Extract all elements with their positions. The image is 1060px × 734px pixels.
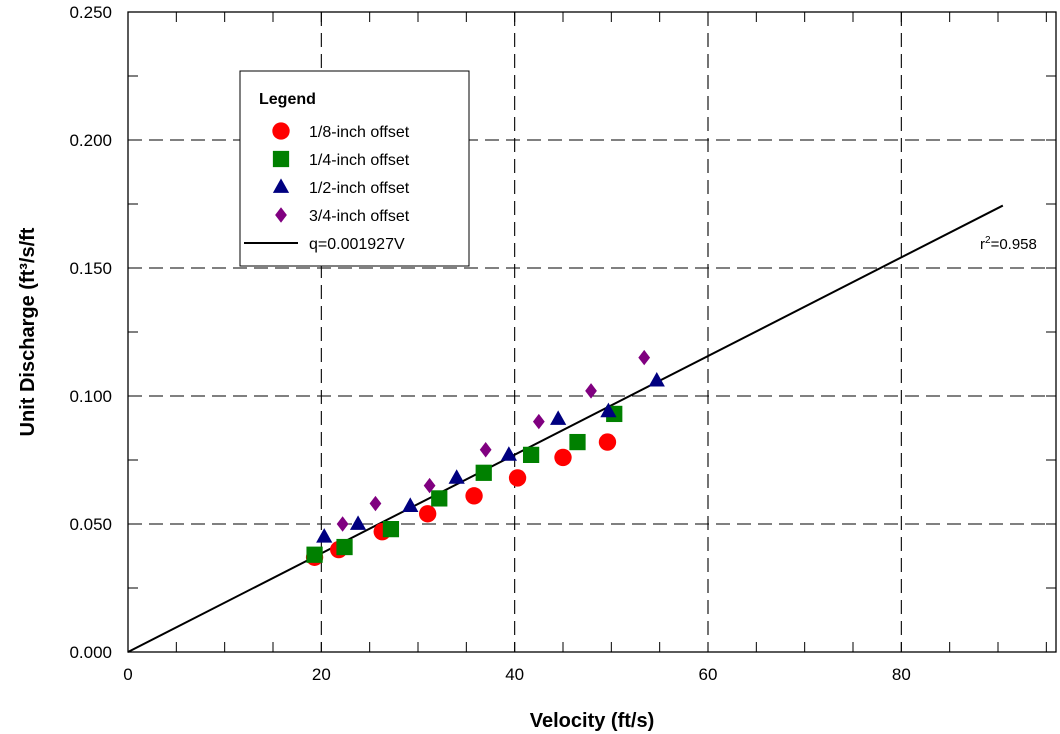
legend: Legend 1/8-inch offset 1/4-inch offset 1/2… [239,70,470,267]
diamond-point [532,413,545,430]
legend-entry-label: 3/4-inch offset [309,208,410,225]
square-point [522,446,540,463]
diamond-point [369,495,382,512]
square-point [336,538,353,556]
circle-point [554,448,572,467]
triangle-point [600,402,617,418]
legend-entries: 1/8-inch offset 1/4-inch offset 1/2-inch o… [244,122,410,253]
y-tick-label: 0.100 [69,387,112,406]
circle-point [418,505,437,523]
legend-circle-swatch [272,122,290,140]
legend-entry-label: 1/2-inch offset [309,180,410,197]
x-tick-label: 20 [312,665,331,684]
diamond-point [585,383,597,399]
triangle-point [500,446,517,461]
legend-square-swatch [272,150,290,168]
triangle-point [550,410,567,425]
y-tick-label: 0.150 [69,259,112,278]
x-axis-title: Velocity (ft/s) [530,710,654,732]
x-tick-label: 80 [892,665,911,684]
y-tick-label: 0.250 [69,3,112,22]
square-point [475,464,492,481]
diamond-point [479,442,492,458]
minor-ticks [128,12,1056,652]
x-tick-label: 60 [699,665,718,684]
fit-line [127,204,1004,653]
legend-box [239,70,470,267]
x-axis-tick-labels: 0 20 40 60 80 [123,665,911,684]
legend-entry-label: 1/4-inch offset [309,152,410,169]
legend-diamond-swatch [275,207,287,223]
triangle-point [648,371,665,387]
square-point [382,521,400,538]
y-tick-label: 0.000 [69,643,112,662]
data-points [305,349,665,566]
legend-triangle-swatch [272,178,290,193]
r-squared-annotation: r2=0.958 [980,235,1037,253]
diamond-point [423,477,436,494]
triangle-point [448,469,465,484]
square-point [306,546,323,563]
fit-line-layer [127,204,1004,653]
circle-point [465,487,483,505]
legend-entry-label: 1/8-inch offset [309,124,410,141]
legend-entry-label: q=0.001927V [309,236,405,253]
square-point [431,490,448,507]
y-tick-label: 0.200 [69,131,112,150]
y-axis-title: Unit Discharge (ft³/s/ft [17,227,39,436]
circle-point [508,469,527,487]
y-tick-label: 0.050 [69,515,112,534]
x-tick-label: 40 [505,665,524,684]
triangle-point [316,528,333,543]
x-tick-label: 0 [123,665,132,684]
diamond-point [638,349,651,366]
square-point [569,433,586,451]
diamond-point [336,516,349,532]
circle-point [598,433,617,451]
y-axis-tick-labels: 0.000 0.050 0.100 0.150 0.200 0.250 [69,3,112,662]
triangle-point [349,515,367,530]
legend-title: Legend [259,91,316,108]
triangle-point [402,497,419,512]
